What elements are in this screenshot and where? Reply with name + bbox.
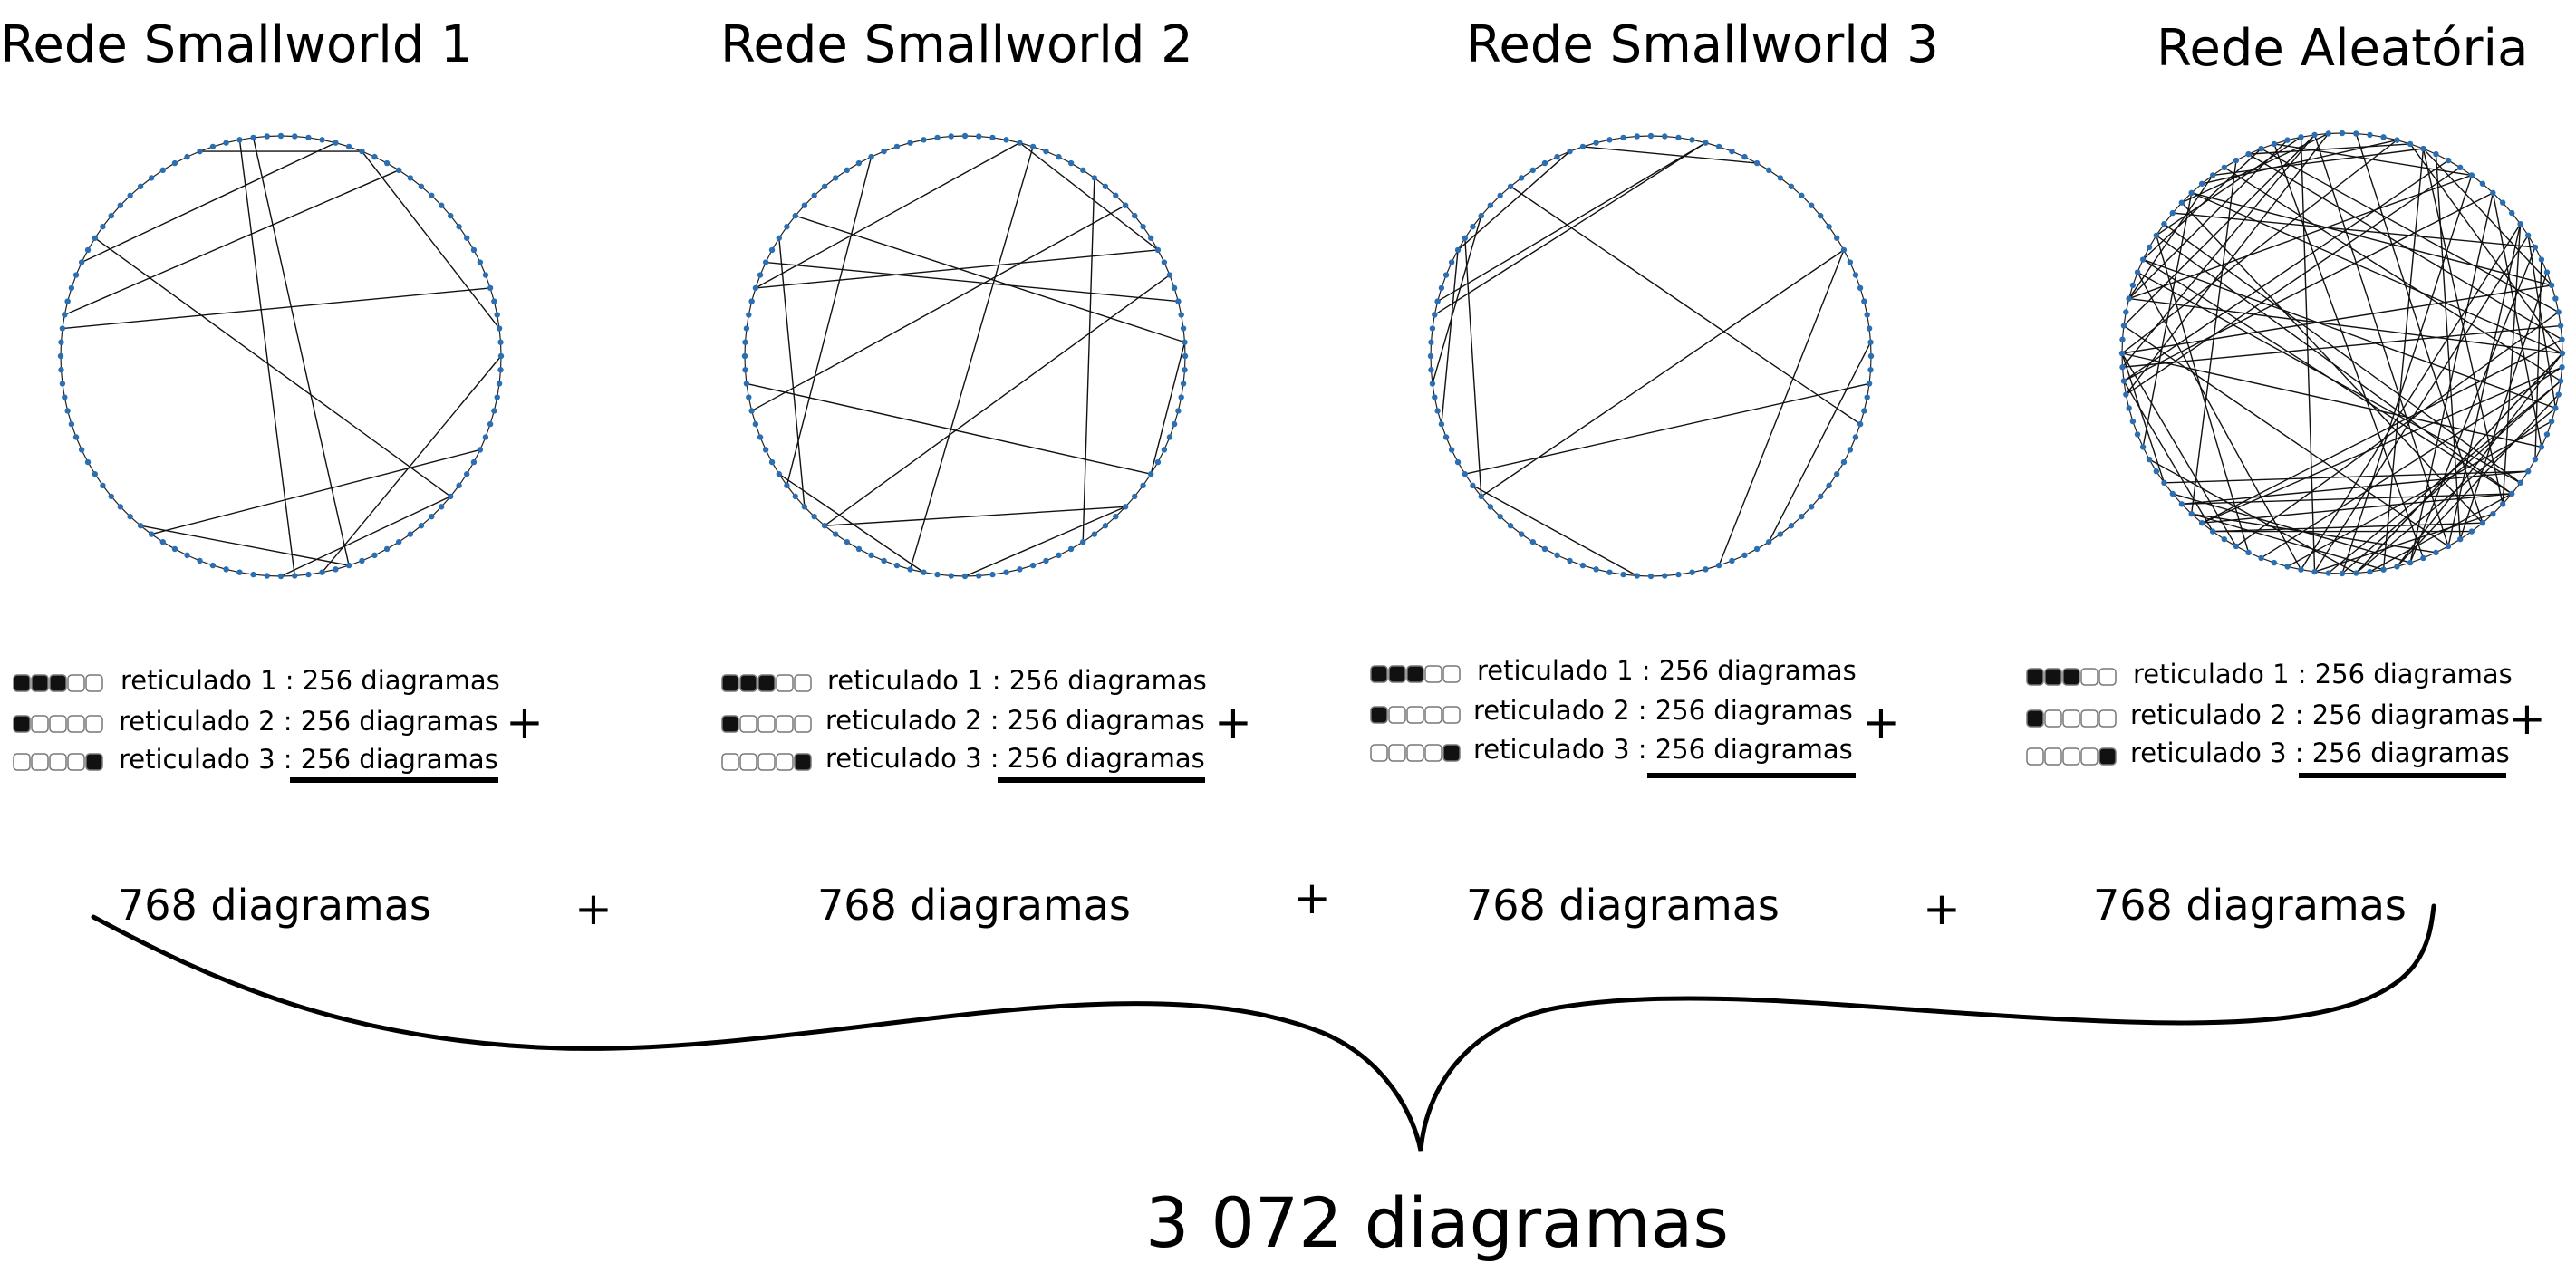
grand-total: 3 072 diagramas bbox=[1145, 1189, 1729, 1258]
